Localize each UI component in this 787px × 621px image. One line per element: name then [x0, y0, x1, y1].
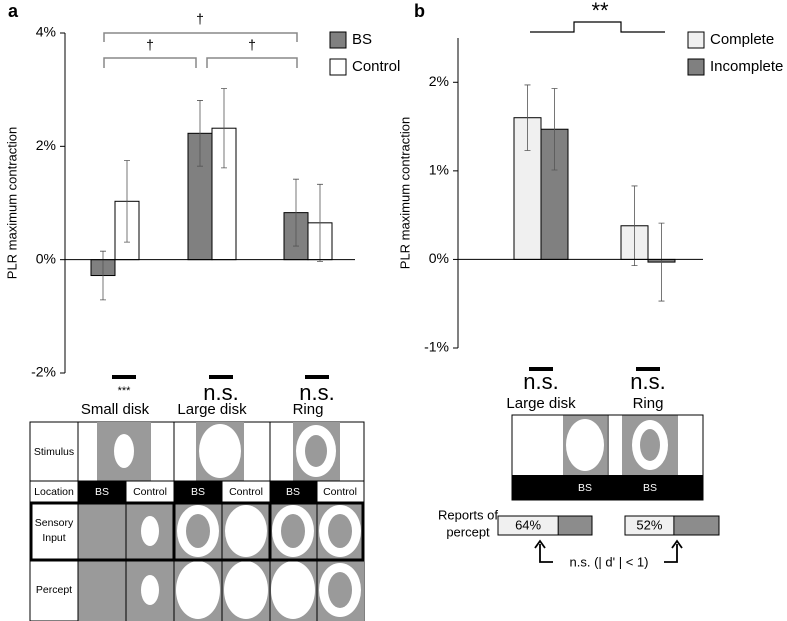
x-tick-label: Ring: [633, 395, 664, 412]
y-axis-label: PLR maximum contraction: [397, 117, 412, 269]
error-bar: [221, 88, 227, 169]
significance-label: †: [146, 37, 154, 53]
diagram-b: BS BS Reports of percept n.s. (| d' | < …: [438, 414, 704, 569]
legend-label: BS: [352, 31, 372, 48]
location-marker: [112, 375, 136, 379]
error-bar: [631, 185, 638, 267]
location-marker: [305, 375, 329, 379]
location-marker: [209, 375, 233, 379]
brackets: [530, 21, 665, 33]
legend-swatch: [329, 31, 347, 49]
x-tick-label: Large disk: [506, 395, 576, 412]
significance-label: †: [248, 37, 256, 53]
location-label: BS: [578, 482, 592, 494]
y-tick-label: 0%: [36, 250, 56, 266]
y-tick-label: 4%: [36, 24, 56, 40]
report-bar: [497, 515, 559, 536]
row-label: Sensory: [35, 517, 74, 529]
location-marker: [529, 367, 553, 371]
significance-label: n.s.: [630, 369, 665, 394]
x-tick-label: Large disk: [177, 401, 247, 418]
y-tick-label: 1%: [429, 162, 449, 178]
error-bar: [317, 183, 323, 262]
significance-label: ***: [118, 385, 132, 397]
legend-swatch: [687, 58, 705, 76]
legend-swatch: [329, 58, 347, 76]
legend-label: Control: [352, 58, 400, 75]
significance-label: n.s.: [523, 369, 558, 394]
location-label: Control: [133, 486, 167, 498]
panel-label: b: [414, 1, 425, 21]
report-label: 64%: [515, 517, 541, 532]
error-bar: [197, 100, 203, 167]
y-tick-label: 2%: [429, 73, 449, 89]
comparison-label: n.s. (| d' | < 1): [570, 554, 649, 569]
error-bar: [551, 88, 558, 171]
x-tick-label: Ring: [293, 401, 324, 418]
location-label: BS: [643, 482, 657, 494]
location-label: Control: [323, 486, 357, 498]
location-label: BS: [286, 486, 300, 498]
location-marker: [636, 367, 660, 371]
report-bar: [624, 515, 675, 536]
row-label: Stimulus: [34, 446, 74, 458]
legend-label: Incomplete: [710, 58, 783, 75]
report-label: 52%: [636, 517, 662, 532]
error-bar: [293, 178, 299, 247]
y-tick-label: -2%: [31, 364, 56, 380]
y-tick-label: 2%: [36, 137, 56, 153]
significance-label: n.s.: [299, 380, 334, 405]
location-label: BS: [95, 486, 109, 498]
row-label: Location: [34, 486, 74, 498]
error-bar: [124, 160, 130, 243]
error-bar: [658, 222, 665, 302]
location-label: BS: [191, 486, 205, 498]
row-label: Percept: [36, 584, 72, 596]
significance-label: **: [591, 0, 609, 23]
reports-label: percept: [446, 524, 490, 539]
diagram-a: Stimulus Location Sensory Input Percept …: [29, 421, 365, 621]
row-label: Input: [42, 532, 65, 544]
y-tick-label: -1%: [424, 339, 449, 355]
error-bar: [524, 84, 531, 151]
reports-label: Reports of: [438, 507, 498, 522]
significance-label: n.s.: [203, 380, 238, 405]
legend-label: Complete: [710, 31, 774, 48]
x-tick-label: Small disk: [81, 401, 150, 418]
brackets: [103, 32, 298, 68]
y-axis-label: PLR maximum contraction: [4, 127, 19, 279]
panel-label: a: [8, 1, 19, 21]
location-label: Control: [229, 486, 263, 498]
significance-label: †: [196, 11, 204, 27]
legend-swatch: [687, 31, 705, 49]
y-tick-label: 0%: [429, 250, 449, 266]
